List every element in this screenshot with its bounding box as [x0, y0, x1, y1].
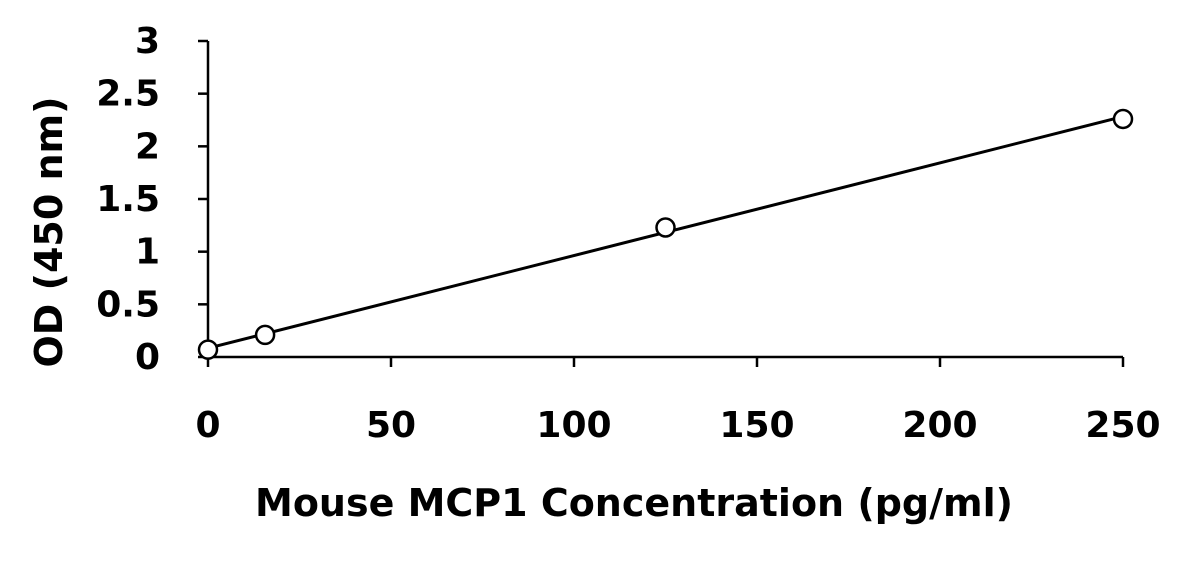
data-point [254, 324, 276, 346]
y-tick-label: 1 [135, 232, 160, 273]
x-ticks: 0 50 100 150 200 250 [195, 357, 1161, 446]
y-tick-label: 2 [135, 126, 160, 167]
x-tick-label: 250 [1085, 405, 1160, 446]
data-point [1112, 108, 1134, 130]
data-points [197, 108, 1134, 360]
x-tick-label: 50 [366, 405, 416, 446]
y-axis-title: OD (450 nm) [27, 96, 71, 367]
x-tick-label: 100 [536, 405, 611, 446]
y-tick-label: 3 [135, 21, 160, 62]
x-axis-title: Mouse MCP1 Concentration (pg/ml) [255, 481, 1013, 525]
y-tick-label: 0.5 [96, 284, 160, 325]
x-tick-label: 0 [195, 405, 220, 446]
y-tick-label: 1.5 [96, 179, 160, 220]
x-tick-label: 200 [902, 405, 977, 446]
data-point [655, 217, 676, 238]
data-point [197, 339, 219, 360]
y-tick-label: 0 [135, 337, 160, 378]
axes [206, 41, 1123, 359]
y-tick-label: 2.5 [96, 74, 160, 115]
y-ticks: 0 0.5 1 1.5 2 2.5 3 [96, 21, 208, 378]
x-tick-label: 150 [719, 405, 794, 446]
